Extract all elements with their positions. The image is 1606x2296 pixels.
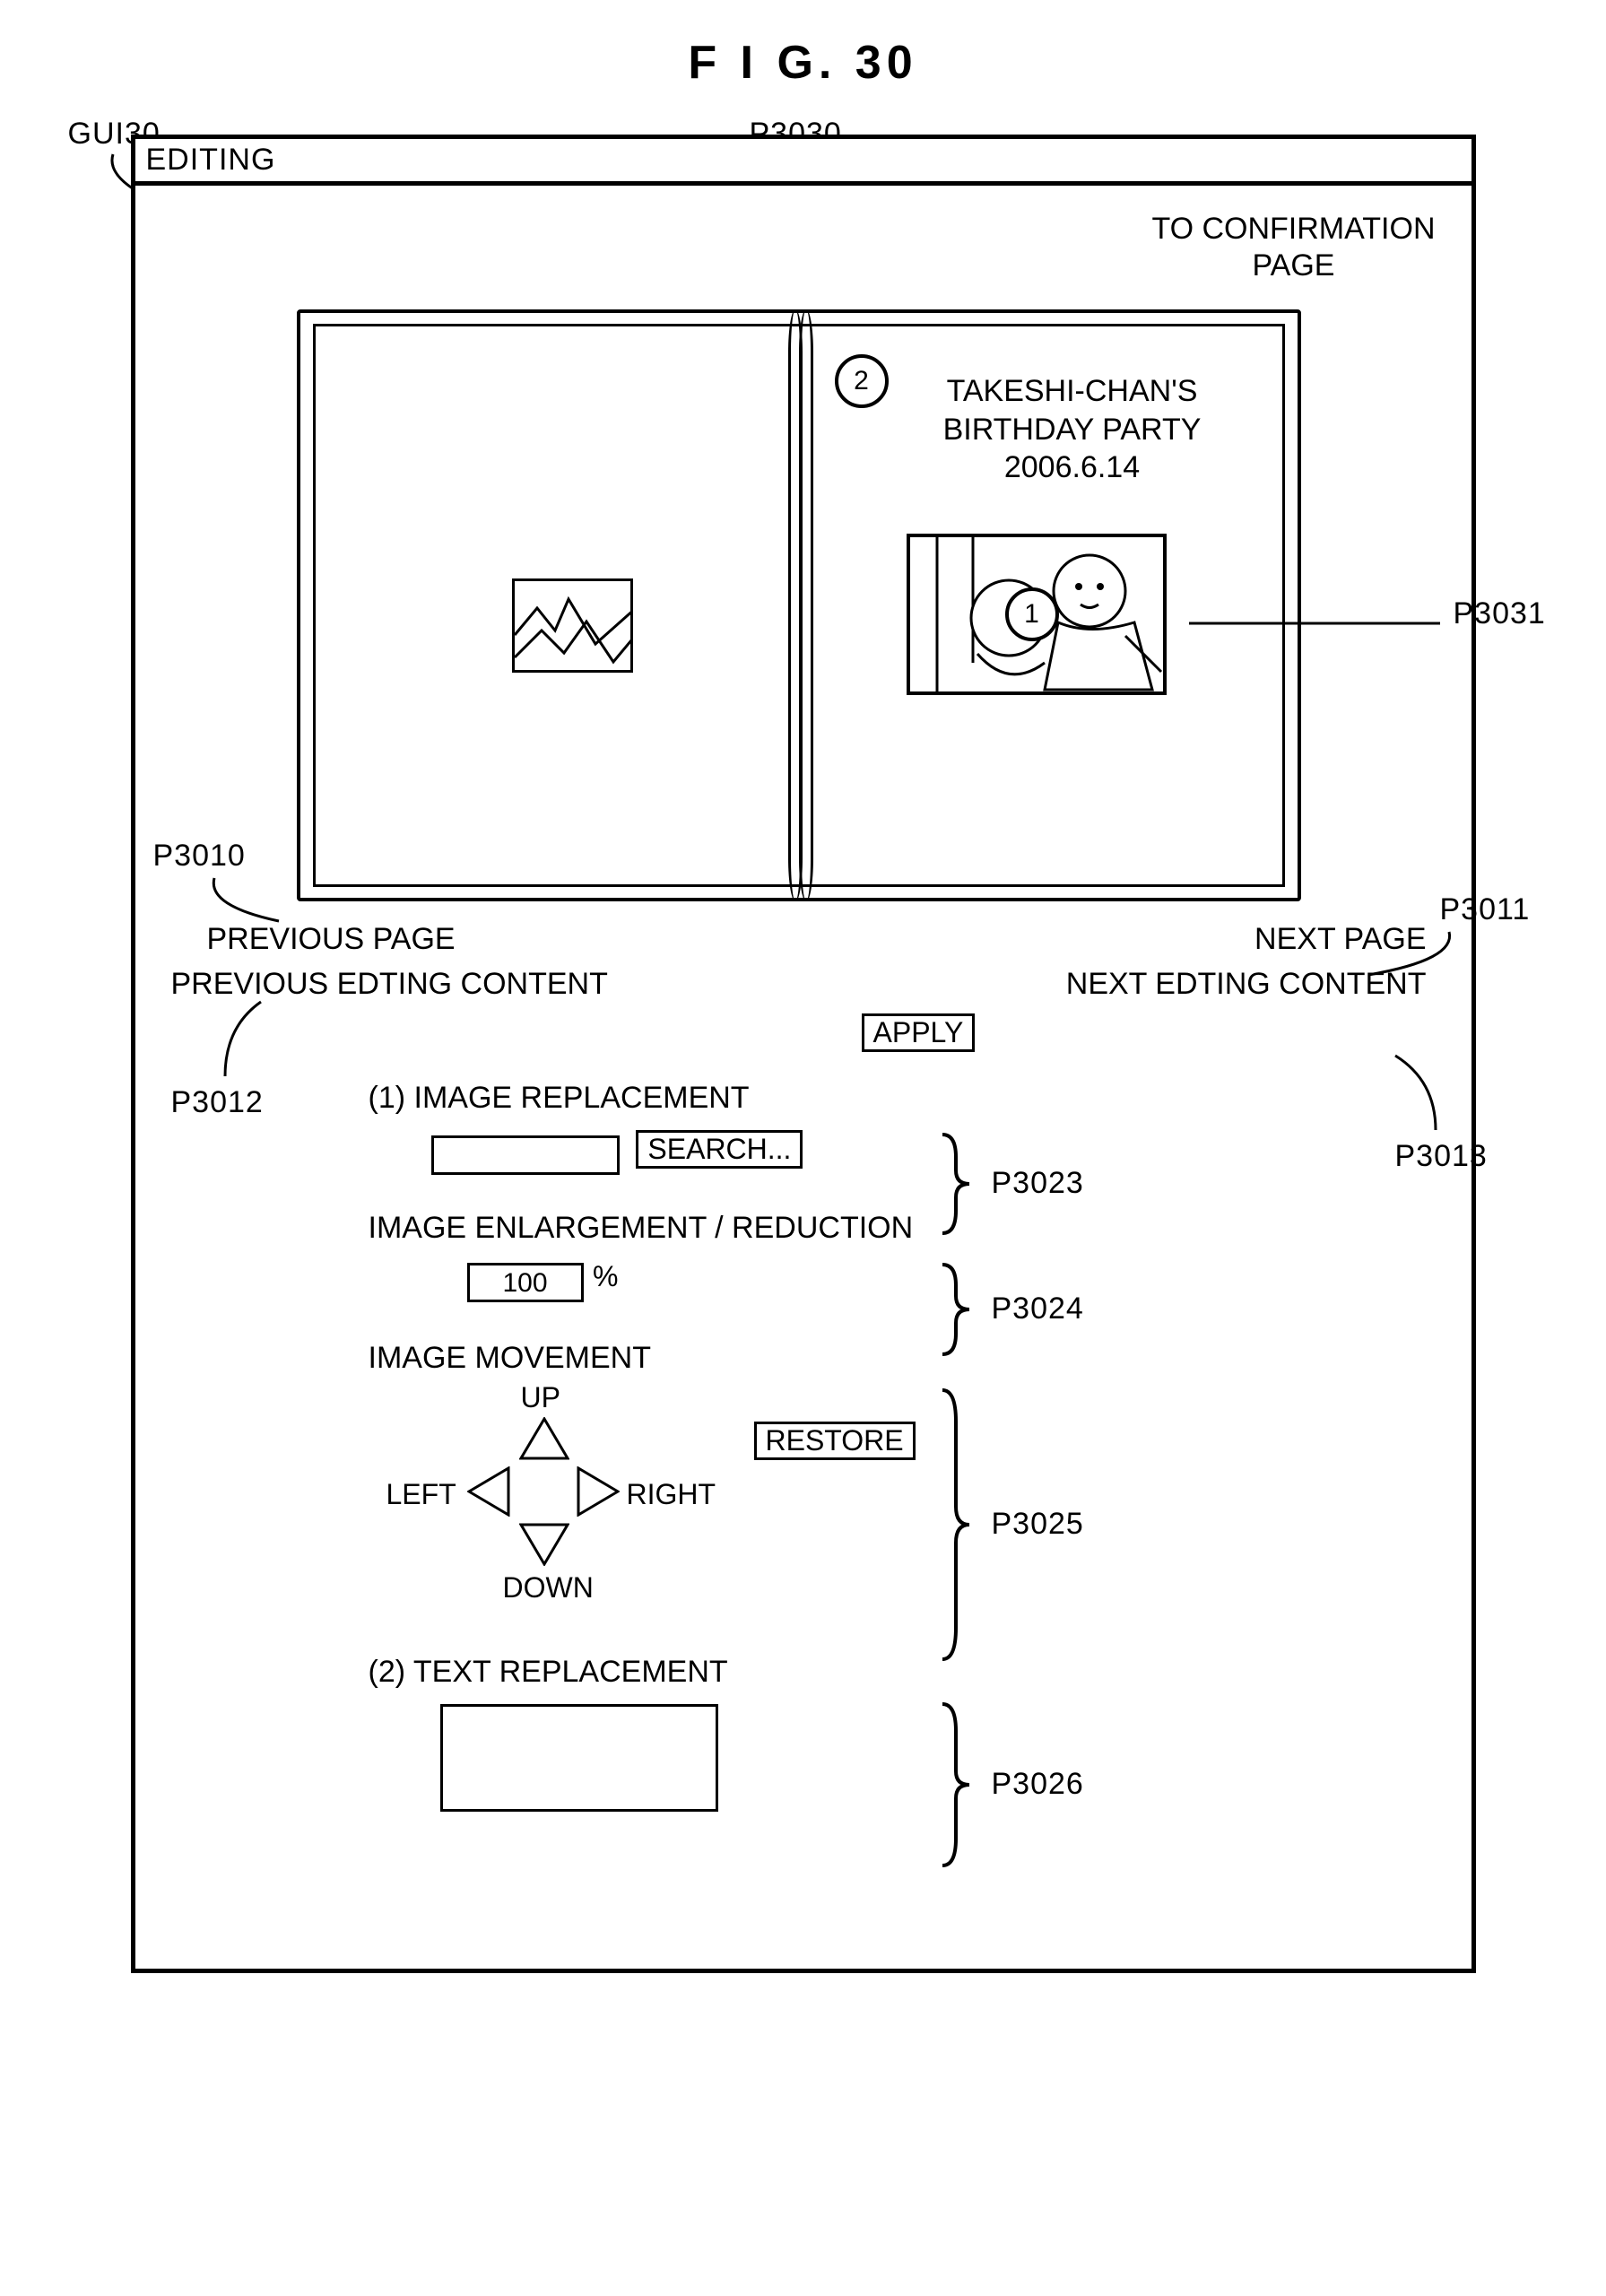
figure-title: F I G. 30 bbox=[36, 36, 1570, 90]
callout-p3026: P3026 bbox=[992, 1767, 1084, 1802]
callout-p3025: P3025 bbox=[992, 1507, 1084, 1542]
marker-2[interactable]: 2 bbox=[835, 354, 889, 408]
scale-input[interactable]: 100 bbox=[467, 1263, 584, 1302]
callout-p3012: P3012 bbox=[171, 1085, 264, 1120]
text-replacement-label: (2) TEXT REPLACEMENT bbox=[369, 1655, 728, 1690]
callout-p3011: P3011 bbox=[1440, 892, 1531, 927]
image-movement-label: IMAGE MOVEMENT bbox=[369, 1341, 651, 1376]
confirm-line1: TO CONFIRMATION PAGE bbox=[1151, 212, 1435, 283]
image-replacement-label: (1) IMAGE REPLACEMENT bbox=[369, 1081, 750, 1116]
to-confirmation-link[interactable]: TO CONFIRMATION PAGE bbox=[1151, 211, 1435, 284]
percent-label: % bbox=[593, 1260, 618, 1292]
right-label: RIGHT bbox=[627, 1478, 716, 1511]
callout-p3013: P3013 bbox=[1395, 1139, 1488, 1174]
down-arrow-button[interactable] bbox=[519, 1523, 569, 1566]
search-button[interactable]: SEARCH... bbox=[636, 1130, 803, 1169]
left-page-photo[interactable] bbox=[512, 578, 633, 673]
left-label: LEFT bbox=[386, 1478, 456, 1511]
photo-title-line: 2006.6.14 bbox=[871, 448, 1274, 487]
callout-p3024: P3024 bbox=[992, 1292, 1084, 1326]
photo-title-line: TAKESHI-CHAN'S bbox=[871, 372, 1274, 411]
previous-editing-content-link[interactable]: PREVIOUS EDTING CONTENT bbox=[171, 964, 608, 1004]
gui-window: EDITING TO CONFIRMATION PAGE 2 TAKESHI-C… bbox=[131, 135, 1476, 1973]
movement-dpad: UP LEFT RIGHT DOWN bbox=[378, 1381, 691, 1614]
callout-p3023: P3023 bbox=[992, 1166, 1084, 1201]
down-label: DOWN bbox=[503, 1571, 594, 1605]
photo-title-text[interactable]: TAKESHI-CHAN'S BIRTHDAY PARTY 2006.6.14 bbox=[871, 372, 1274, 487]
image-path-input[interactable] bbox=[431, 1135, 620, 1175]
restore-button[interactable]: RESTORE bbox=[754, 1422, 916, 1460]
replacement-text-input[interactable] bbox=[440, 1704, 718, 1812]
marker-2-label: 2 bbox=[854, 366, 869, 396]
right-arrow-button[interactable] bbox=[577, 1466, 620, 1517]
callout-p3031: P3031 bbox=[1454, 596, 1546, 631]
callout-p3010: P3010 bbox=[153, 839, 246, 874]
photo-title-line: BIRTHDAY PARTY bbox=[871, 411, 1274, 449]
marker-1-label: 1 bbox=[1024, 599, 1039, 630]
up-arrow-button[interactable] bbox=[519, 1417, 569, 1460]
window-titlebar: EDITING bbox=[135, 139, 1471, 186]
figure-outer: GUI30 P3030 EDITING TO CONFIRMATION PAGE… bbox=[41, 135, 1566, 1973]
marker-1[interactable]: 1 bbox=[1005, 587, 1059, 641]
image-enlarge-label: IMAGE ENLARGEMENT / REDUCTION bbox=[369, 1211, 914, 1246]
book-spread: 2 TAKESHI-CHAN'S BIRTHDAY PARTY 2006.6.1… bbox=[297, 309, 1301, 901]
apply-button[interactable]: APPLY bbox=[862, 1013, 976, 1052]
left-arrow-button[interactable] bbox=[467, 1466, 510, 1517]
up-label: UP bbox=[521, 1381, 560, 1414]
